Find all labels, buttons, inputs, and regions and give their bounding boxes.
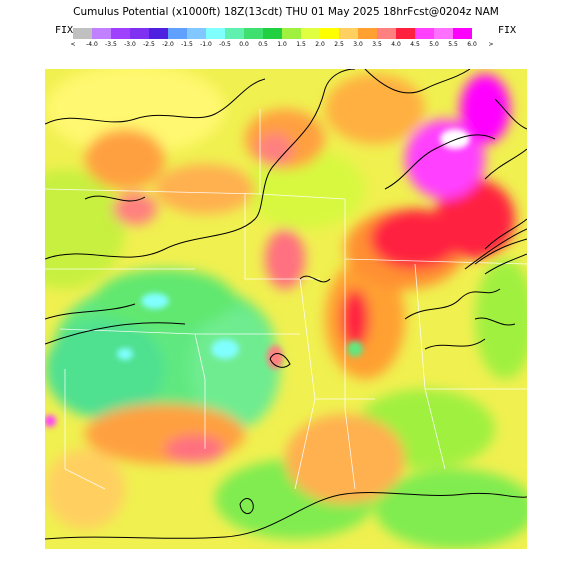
scale-tick-label: 5.0 <box>429 41 439 48</box>
scale-tick-label: 4.5 <box>410 41 420 48</box>
color-scale-bar <box>73 28 472 39</box>
scale-tick-label: 3.5 <box>372 41 382 48</box>
color-swatch <box>415 28 434 39</box>
color-swatch <box>225 28 244 39</box>
color-swatch <box>358 28 377 39</box>
scale-tick-label: -2.0 <box>162 41 174 48</box>
color-swatch <box>301 28 320 39</box>
color-swatch <box>111 28 130 39</box>
fix-label-left: FIX <box>55 25 74 36</box>
color-swatch <box>187 28 206 39</box>
color-swatch <box>377 28 396 39</box>
scale-tick-label: 5.5 <box>448 41 458 48</box>
scale-tick-label: -3.5 <box>105 41 117 48</box>
fix-label-right: FIX <box>498 25 517 36</box>
color-swatch <box>263 28 282 39</box>
scale-tick-label: 4.0 <box>391 41 401 48</box>
scale-tick-label: 3.0 <box>353 41 363 48</box>
color-scale-labels: < -4.0 -3.5 -3.0 -2.5 -2.0 -1.5 -1.0 -0.5 0.0 0.5 1… <box>64 41 514 51</box>
color-swatch <box>453 28 472 39</box>
scale-tick-label: > <box>488 41 494 48</box>
color-swatch <box>434 28 453 39</box>
scale-tick-label: 0.5 <box>258 41 268 48</box>
scale-tick-label: -3.0 <box>124 41 136 48</box>
color-swatch <box>168 28 187 39</box>
color-swatch <box>244 28 263 39</box>
color-swatch <box>396 28 415 39</box>
scale-tick-label: -2.5 <box>143 41 155 48</box>
scale-tick-label: 6.0 <box>467 41 477 48</box>
color-swatch <box>92 28 111 39</box>
scale-tick-label: 2.5 <box>334 41 344 48</box>
map-title: Cumulus Potential (x1000ft) 18Z(13cdt) T… <box>73 6 499 18</box>
state-boundaries <box>45 109 527 490</box>
scale-tick-label: 1.0 <box>277 41 287 48</box>
scale-tick-label: -1.5 <box>181 41 193 48</box>
scale-tick-label: -0.5 <box>219 41 231 48</box>
scale-tick-label: 0.0 <box>239 41 249 48</box>
color-swatch <box>320 28 339 39</box>
shaded-field <box>45 69 527 549</box>
color-swatch <box>149 28 168 39</box>
cumulus-potential-map <box>45 69 527 549</box>
color-swatch <box>339 28 358 39</box>
scale-tick-label: 1.5 <box>296 41 306 48</box>
color-swatch <box>130 28 149 39</box>
color-swatch <box>206 28 225 39</box>
scale-tick-label: 2.0 <box>315 41 325 48</box>
contour-lines <box>45 69 527 540</box>
scale-tick-label: -4.0 <box>86 41 98 48</box>
color-swatch <box>73 28 92 39</box>
color-swatch <box>282 28 301 39</box>
scale-tick-label: -1.0 <box>200 41 212 48</box>
scale-tick-label: < <box>70 41 76 48</box>
